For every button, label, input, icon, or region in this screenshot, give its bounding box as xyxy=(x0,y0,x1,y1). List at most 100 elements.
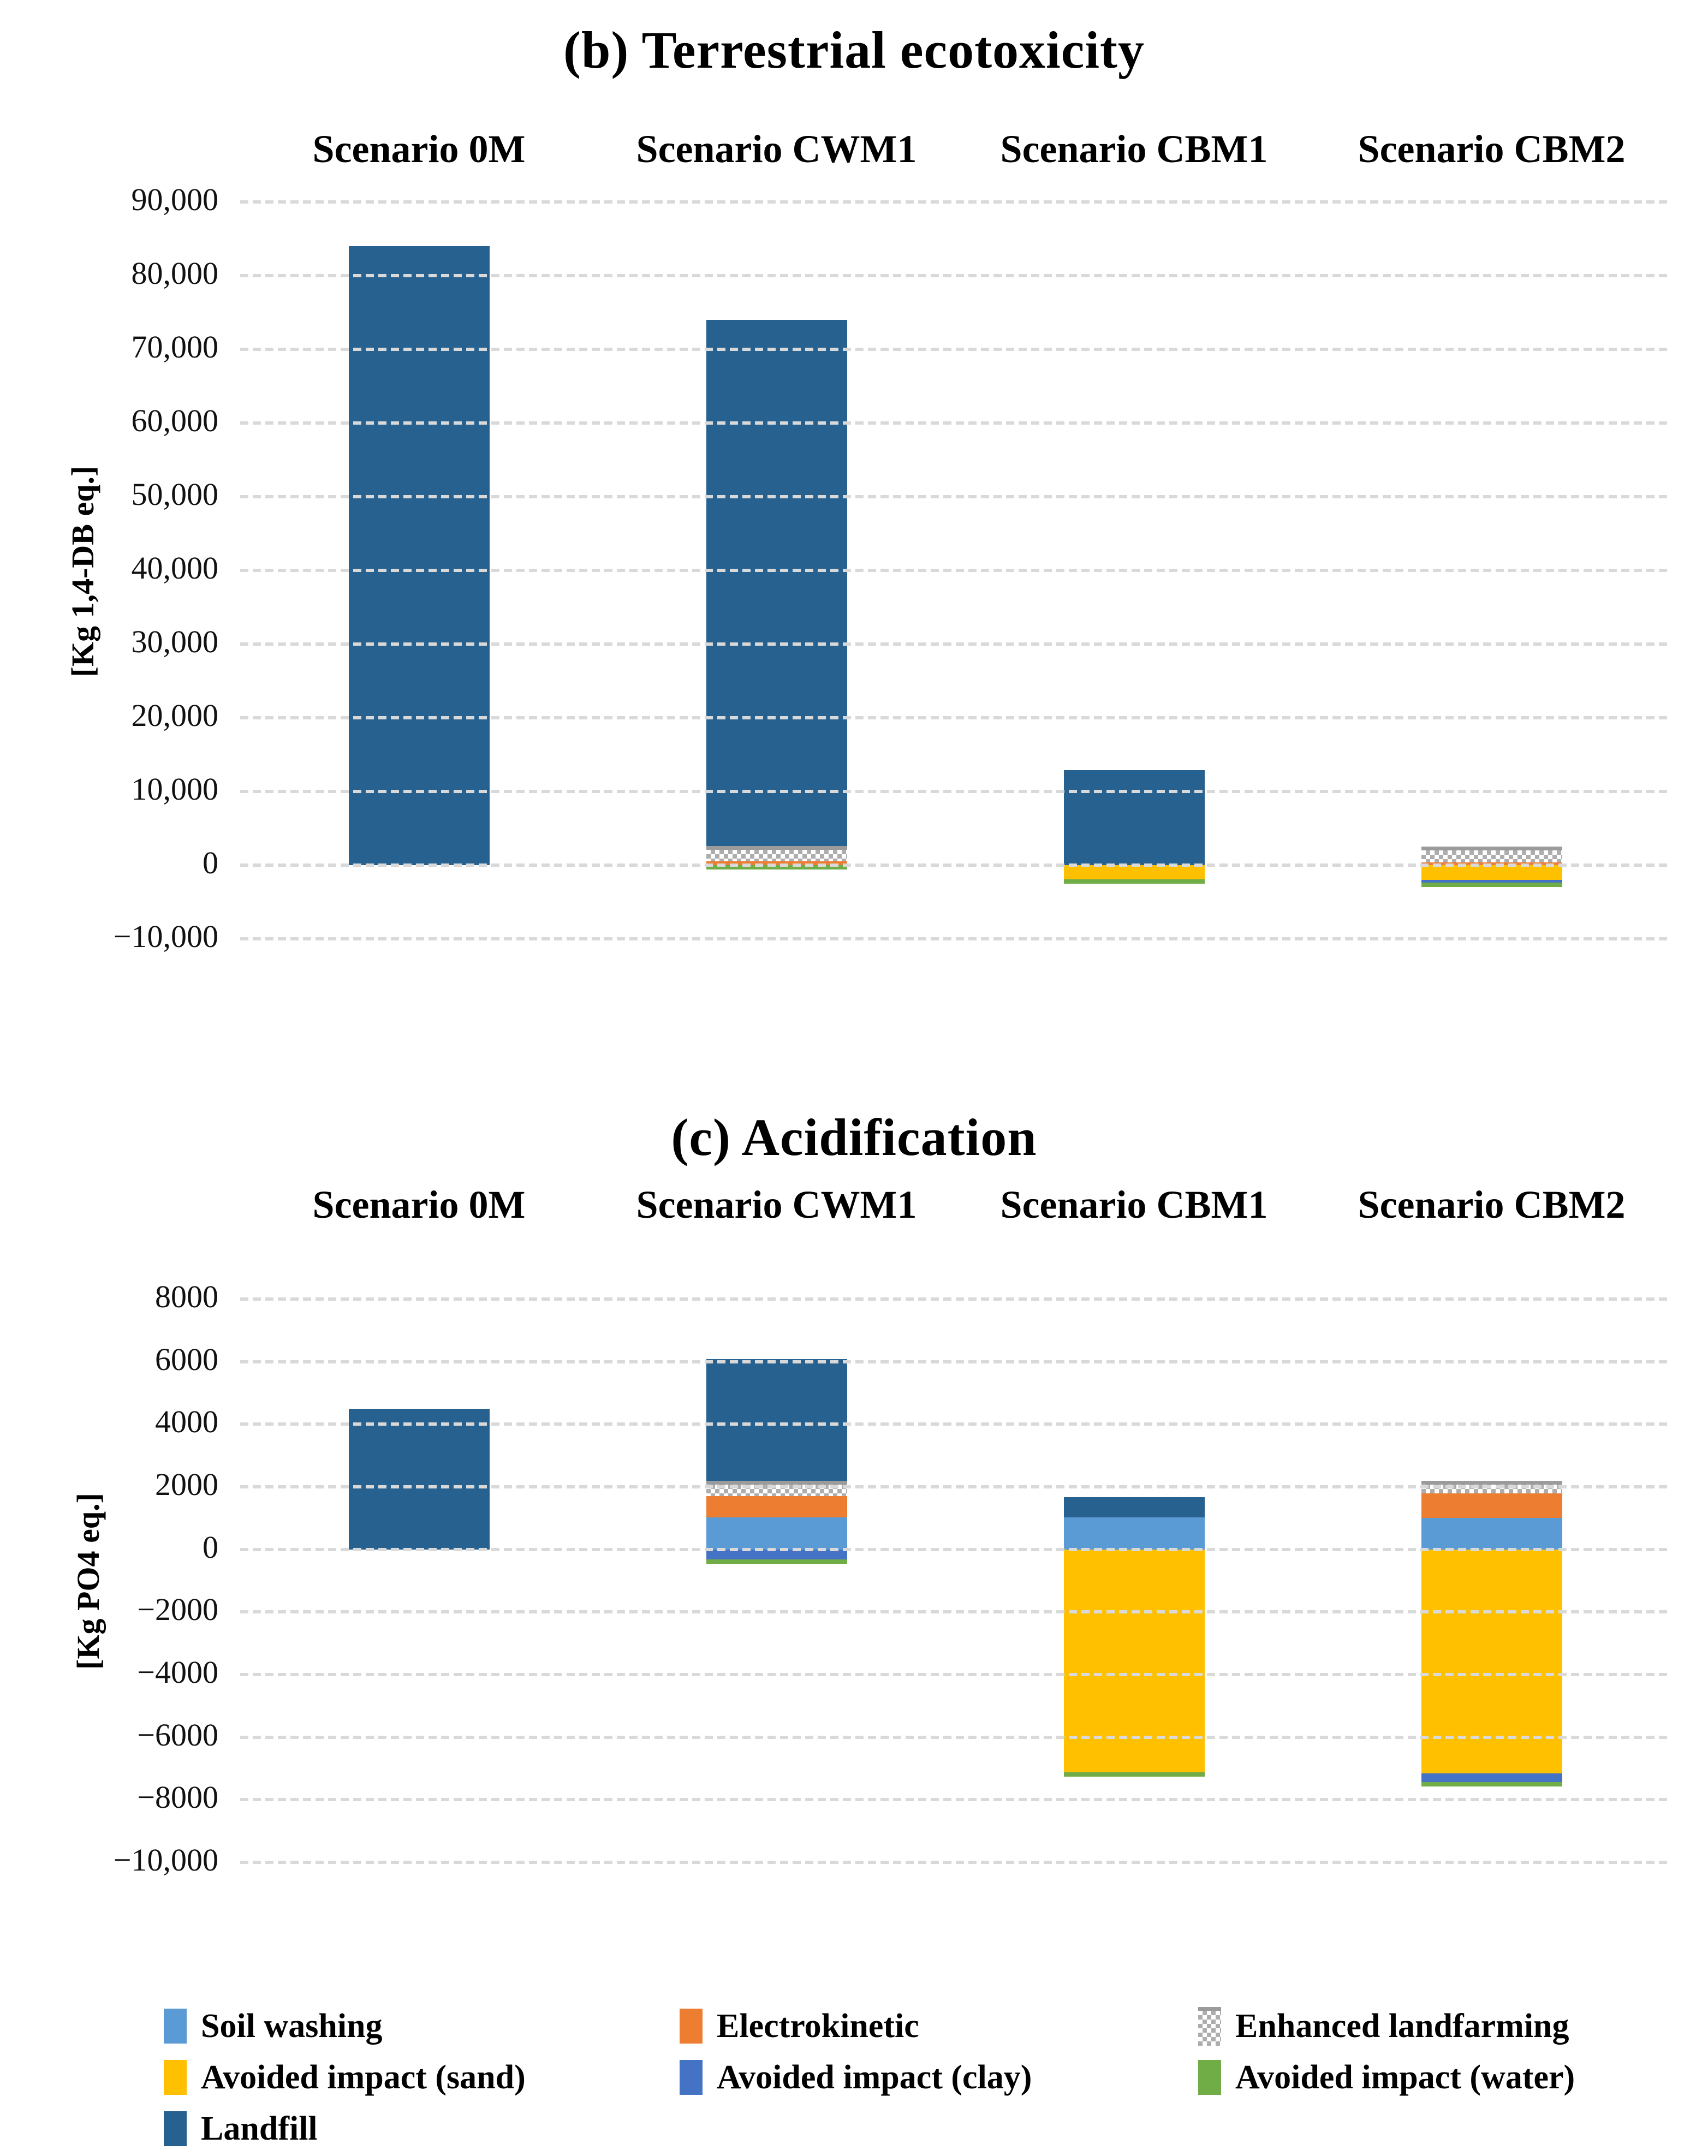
y-tick-label: 20,000 xyxy=(131,698,219,733)
legend-item: Avoided impact (water) xyxy=(1198,2056,1708,2099)
y-tick-label: 0 xyxy=(203,1529,218,1565)
y-tick-label: −10,000 xyxy=(113,1842,218,1878)
bar-segment xyxy=(348,246,490,865)
bar-segment xyxy=(1421,1493,1562,1518)
bar-segment xyxy=(1063,1549,1205,1773)
legend-label: Electrokinetic xyxy=(717,2007,919,2045)
bar-segment xyxy=(1063,865,1205,879)
y-tick-label: −2000 xyxy=(137,1592,218,1628)
y-tick-label: 30,000 xyxy=(131,624,219,659)
bar-segment xyxy=(1063,879,1205,884)
bar-segment xyxy=(1421,880,1562,884)
category-label: Scenario 0M xyxy=(312,1183,526,1226)
gridline xyxy=(240,348,1670,351)
legend-swatch-icon xyxy=(164,2060,187,2095)
legend-swatch-icon xyxy=(680,2009,703,2044)
y-tick-label: 4000 xyxy=(155,1404,218,1440)
y-tick-label: 6000 xyxy=(155,1341,218,1377)
bar-segment xyxy=(706,1517,847,1550)
gridline xyxy=(240,790,1670,793)
bar-segment xyxy=(348,1408,490,1550)
bar-segment xyxy=(706,1359,847,1481)
bar-segment xyxy=(1421,882,1562,887)
y-tick-label: 0 xyxy=(203,845,218,880)
gridline xyxy=(240,1547,1670,1551)
bar-segment xyxy=(1421,846,1562,862)
chart-c-title: (c) Acidification xyxy=(671,1108,1037,1166)
y-tick-label: 8000 xyxy=(155,1279,218,1314)
gridline xyxy=(240,1360,1670,1363)
y-tick-label: 80,000 xyxy=(131,255,219,291)
legend-item: Electrokinetic xyxy=(680,2004,1198,2048)
legend-item: Avoided impact (sand) xyxy=(164,2056,680,2099)
bar-segment xyxy=(1063,770,1205,865)
chart-b-category-row: Scenario 0M Scenario CWM1 Scenario CBM1 Sce… xyxy=(0,127,1708,176)
gridline xyxy=(240,1610,1670,1614)
bar-segment xyxy=(1063,1497,1205,1517)
category-label: Scenario CBM2 xyxy=(1358,127,1626,171)
legend-swatch-icon xyxy=(1198,2006,1221,2046)
gridline xyxy=(240,642,1670,646)
category-label: Scenario CBM1 xyxy=(1000,127,1268,171)
y-tick-label: −8000 xyxy=(137,1779,218,1815)
gridline xyxy=(240,421,1670,425)
gridline xyxy=(240,200,1670,204)
chart-c-plot-area xyxy=(240,1297,1670,1864)
bar-segment xyxy=(1421,1549,1562,1774)
legend-label: Landfill xyxy=(201,2110,318,2147)
gridline xyxy=(240,1861,1670,1864)
bar-segment xyxy=(1421,1773,1562,1783)
category-label: Scenario CWM1 xyxy=(636,127,917,171)
bar-segment xyxy=(1421,865,1562,880)
legend-item: Avoided impact (clay) xyxy=(680,2056,1198,2099)
legend-swatch-icon xyxy=(164,2111,187,2146)
y-tick-label: −4000 xyxy=(137,1654,218,1690)
gridline xyxy=(240,1297,1670,1301)
chart-b-plot-area xyxy=(240,200,1670,940)
chart-legend: Soil washing Electrokinetic Enhanced landf… xyxy=(164,2004,1708,2151)
bar-segment xyxy=(706,845,847,861)
bar-segment xyxy=(1063,1772,1205,1777)
y-tick-label: −10,000 xyxy=(113,919,218,954)
legend-item: Enhanced landfarming xyxy=(1198,2004,1708,2048)
gridline xyxy=(240,937,1670,940)
legend-label: Soil washing xyxy=(201,2007,383,2045)
legend-swatch-icon xyxy=(680,2060,703,2095)
bar-segment xyxy=(706,1549,847,1559)
gridline xyxy=(240,863,1670,867)
y-tick-label: 70,000 xyxy=(131,329,219,365)
y-tick-label: 60,000 xyxy=(131,403,219,438)
legend-item: Landfill xyxy=(164,2107,680,2151)
gridline xyxy=(240,1422,1670,1426)
gridline xyxy=(240,495,1670,498)
bar-segment xyxy=(706,1496,847,1517)
bar-segment xyxy=(706,865,847,870)
y-tick-label: 40,000 xyxy=(131,550,219,586)
category-label: Scenario CWM1 xyxy=(636,1183,917,1226)
gridline xyxy=(240,716,1670,719)
bar-segment xyxy=(706,320,847,846)
legend-label: Avoided impact (clay) xyxy=(717,2058,1032,2096)
chart-c-category-row: Scenario 0M Scenario CWM1 Scenario CBM1 Sce… xyxy=(0,1182,1708,1231)
legend-label: Avoided impact (sand) xyxy=(201,2058,526,2096)
legend-label: Avoided impact (water) xyxy=(1235,2058,1575,2096)
bar-segment xyxy=(1421,1782,1562,1787)
gridline xyxy=(240,1673,1670,1676)
y-tick-label: 2000 xyxy=(155,1467,218,1502)
gridline xyxy=(240,1735,1670,1739)
bar-segment xyxy=(1421,1518,1562,1550)
y-tick-label: −6000 xyxy=(137,1717,218,1753)
category-label: Scenario CBM1 xyxy=(1000,1183,1268,1226)
category-label: Scenario 0M xyxy=(312,127,526,171)
gridline xyxy=(240,569,1670,572)
y-tick-label: 90,000 xyxy=(131,182,219,217)
bar-segment xyxy=(1063,1517,1205,1550)
y-tick-label: 50,000 xyxy=(131,477,219,512)
bar-segment xyxy=(706,861,847,866)
legend-swatch-icon xyxy=(164,2009,187,2044)
gridline xyxy=(240,1798,1670,1802)
y-tick-label: 10,000 xyxy=(131,771,219,807)
gridline xyxy=(240,1485,1670,1488)
legend-swatch-icon xyxy=(1198,2060,1221,2095)
